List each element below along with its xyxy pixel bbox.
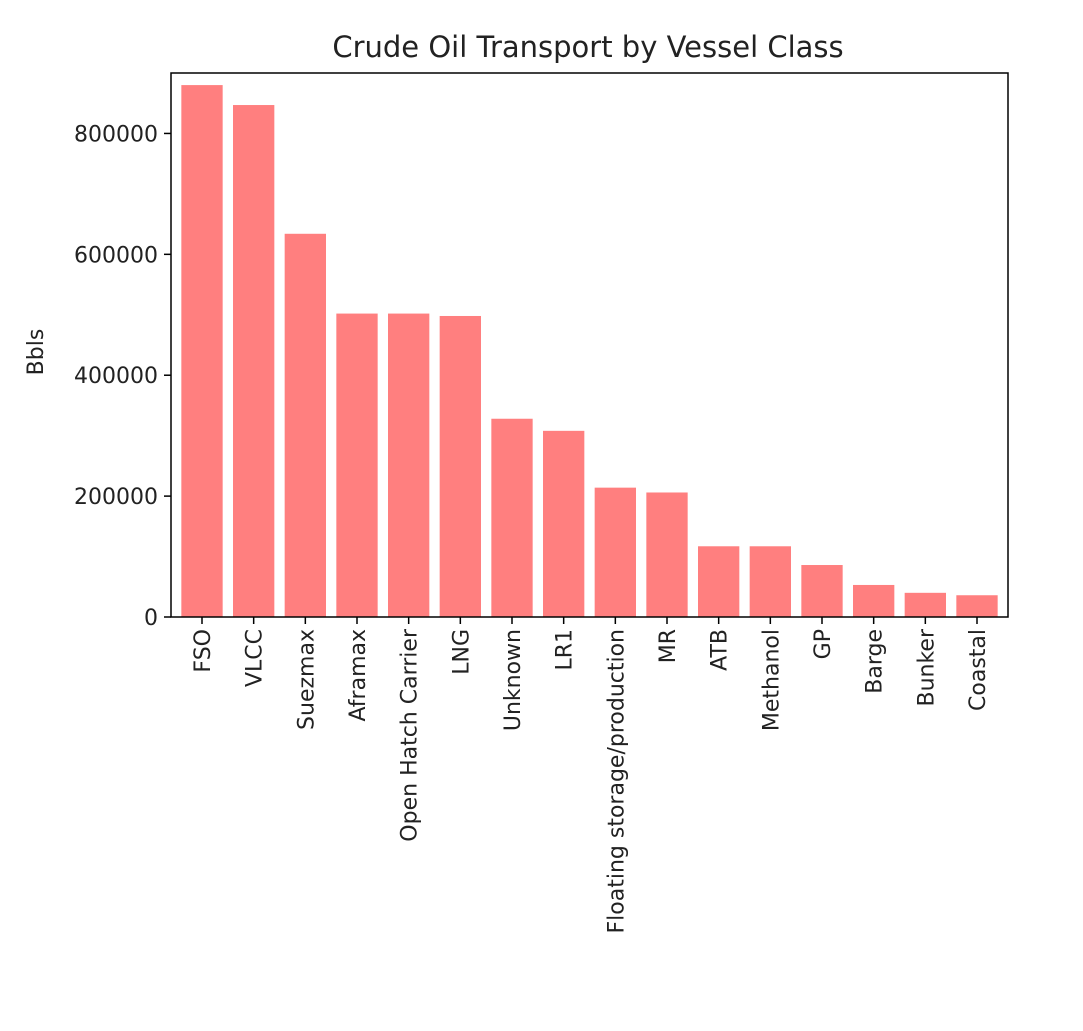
bar-7	[543, 430, 585, 617]
y-tick-label: 400000	[74, 364, 158, 389]
bar-10	[698, 546, 740, 617]
bar-8	[594, 487, 636, 617]
x-tick-label: FSO	[191, 629, 216, 673]
bar-11	[749, 546, 791, 617]
bar-6	[491, 418, 533, 617]
y-tick-label: 600000	[74, 243, 158, 268]
y-axis-ticks: 0 200000 400000 600000 800000	[74, 122, 171, 631]
x-axis-ticks: FSO VLCC Suezmax Aframax Open Hatch Carrier L…	[191, 617, 991, 933]
bar-9	[646, 492, 688, 617]
x-tick-label: LNG	[449, 629, 474, 675]
x-tick-label: Open Hatch Carrier	[398, 628, 423, 842]
y-tick-label: 800000	[74, 122, 158, 147]
bar-5	[439, 315, 481, 617]
x-tick-label: MR	[656, 629, 681, 663]
x-tick-label: GP	[811, 629, 836, 659]
x-tick-label: ATB	[708, 629, 733, 671]
chart-title: Crude Oil Transport by Vessel Class	[332, 30, 843, 64]
bar-13	[853, 584, 895, 617]
x-tick-label: Unknown	[501, 629, 526, 731]
bar-1	[233, 105, 275, 617]
x-tick-label: Barge	[863, 629, 888, 694]
bar-14	[904, 592, 946, 617]
y-axis-label: Bbls	[24, 329, 49, 376]
x-tick-label: Floating storage/production	[604, 629, 629, 933]
bar-15	[956, 595, 998, 617]
x-tick-label: Suezmax	[294, 629, 319, 730]
y-tick-label: 200000	[74, 485, 158, 510]
y-tick-label: 0	[144, 606, 158, 631]
x-tick-label: Aframax	[346, 629, 371, 721]
bar-0	[181, 85, 223, 618]
x-tick-label: Coastal	[966, 629, 991, 711]
x-tick-label: Methanol	[759, 629, 784, 731]
bar-2	[284, 233, 326, 617]
x-tick-label: VLCC	[243, 629, 268, 687]
bar-12	[801, 565, 843, 617]
bars-group	[181, 85, 998, 618]
x-tick-label: Bunker	[914, 628, 939, 706]
x-tick-label: LR1	[553, 629, 578, 671]
bar-3	[336, 313, 378, 617]
plot-area-frame	[170, 72, 1009, 618]
bar-4	[388, 313, 430, 617]
